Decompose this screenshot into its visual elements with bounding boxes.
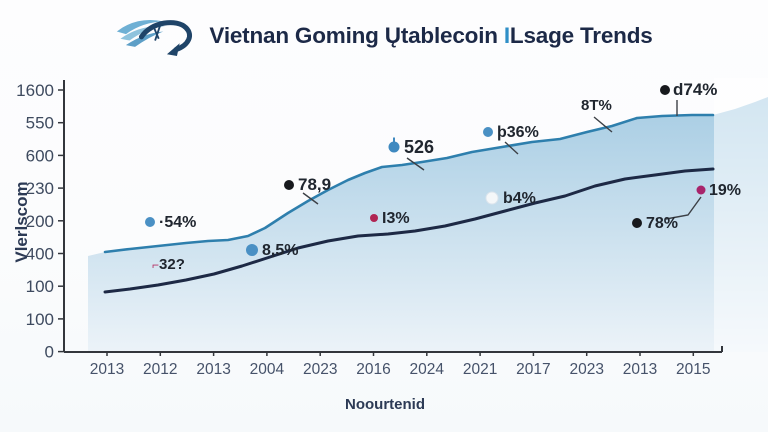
leader-line xyxy=(665,196,702,220)
y-tick-label: 550 xyxy=(26,114,54,133)
x-tick-label: 2023 xyxy=(303,361,337,378)
data-point-marker xyxy=(632,218,642,228)
data-label: b4% xyxy=(503,190,536,207)
x-axis-title: Noourtenid xyxy=(345,396,425,413)
data-point-marker xyxy=(388,141,400,153)
data-label: Ɩ3% xyxy=(382,210,410,227)
x-tick-label: 2004 xyxy=(250,361,285,378)
chart-header: Vietnan Goming Ųtablecoin ILsage Trends xyxy=(0,10,768,62)
data-label: 8,5% xyxy=(262,242,298,259)
x-tick-label: 2024 xyxy=(410,361,445,378)
leader-line xyxy=(302,192,319,205)
data-point-marker xyxy=(284,180,294,190)
x-tick-label: 2015 xyxy=(676,361,710,378)
data-point-marker xyxy=(145,217,155,227)
x-tick-label: 2016 xyxy=(356,361,390,378)
y-tick-label: 400 xyxy=(26,245,54,264)
leader-line xyxy=(593,116,613,133)
data-point-marker xyxy=(483,127,493,137)
x-tick-label: 2017 xyxy=(516,361,550,378)
data-label: þ36% xyxy=(497,124,539,141)
data-point-marker xyxy=(696,185,706,195)
data-label: ·54% xyxy=(159,214,196,231)
data-point-marker xyxy=(660,85,670,95)
data-label: 19% xyxy=(709,182,741,199)
x-tick-label: 2013 xyxy=(90,361,124,378)
upper-area-line xyxy=(103,113,715,254)
y-tick-label: 230 xyxy=(26,179,54,198)
x-tick-label: 2023 xyxy=(569,361,603,378)
y-tick-label: 0 xyxy=(45,343,54,362)
x-tick-label: 2012 xyxy=(143,361,177,378)
data-label: 8T% xyxy=(581,97,612,114)
data-label: 526 xyxy=(404,137,434,157)
y-tick-label: 100 xyxy=(26,277,54,296)
chart-title: Vietnan Goming Ųtablecoin ILsage Trends xyxy=(209,23,652,49)
y-axis-title: Vlerlscom xyxy=(12,181,31,263)
y-tick-label: 600 xyxy=(26,146,54,165)
data-label: 78,9 xyxy=(298,175,331,194)
x-tick-label: 2013 xyxy=(196,361,230,378)
lower-line xyxy=(103,167,715,294)
x-tick-label: 2013 xyxy=(623,361,657,378)
right-strip xyxy=(714,78,768,352)
data-point-marker xyxy=(370,214,378,222)
chart-title-accent: I xyxy=(503,23,510,48)
x-tick-label: 2021 xyxy=(463,361,497,378)
leader-line xyxy=(406,157,425,171)
leader-line xyxy=(504,141,519,155)
swoosh-arrow-logo xyxy=(117,19,193,57)
data-label: 78% xyxy=(646,215,678,232)
data-point-marker xyxy=(485,191,499,205)
area-fill xyxy=(88,97,768,352)
data-label: ⌐32? xyxy=(152,256,185,273)
data-point-marker xyxy=(246,244,258,256)
chart-title-post: Lsage Trends xyxy=(509,23,653,48)
y-tick-label: 200 xyxy=(26,212,54,231)
data-label: d74% xyxy=(673,80,717,99)
chart-title-pre: Vietnan Goming Ųtablecoin xyxy=(209,23,504,48)
y-tick-label: 1600 xyxy=(16,81,54,100)
y-tick-label: 100 xyxy=(26,310,54,329)
